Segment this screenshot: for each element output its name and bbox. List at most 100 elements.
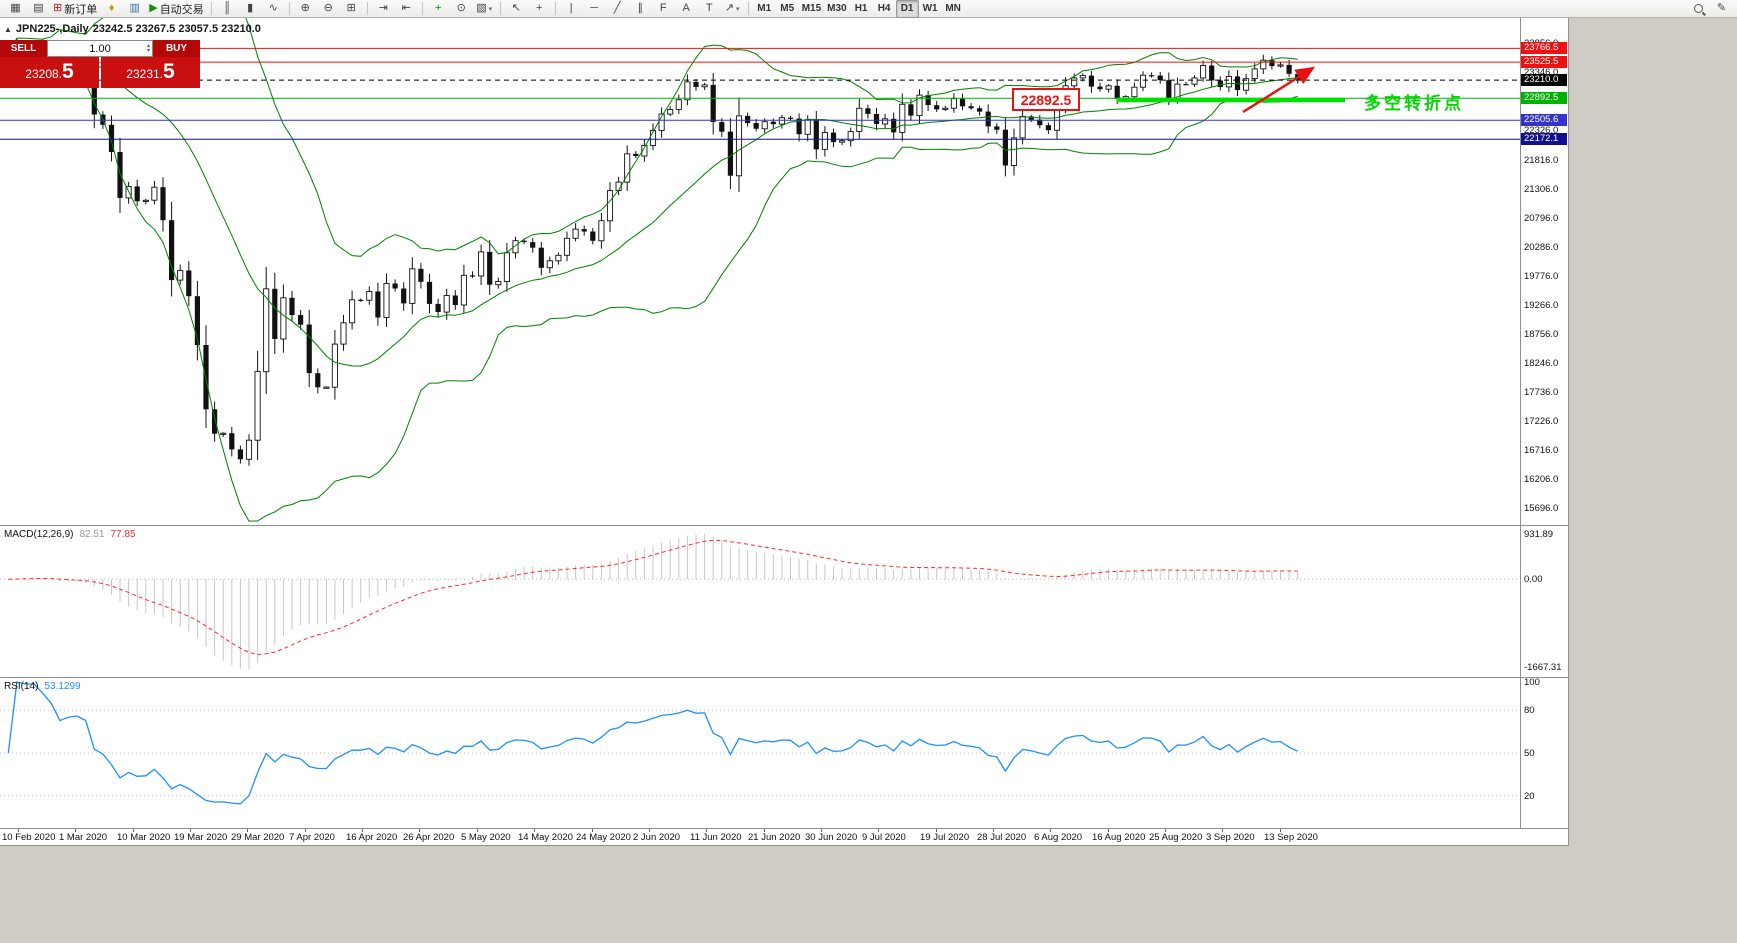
date-tick — [305, 829, 306, 832]
new-order-button[interactable]: ⊞ 新订单 — [50, 0, 100, 18]
price-axis[interactable]: 931.89 0.00 -1667.31 23856.023346.022836… — [1521, 18, 1568, 828]
market-watch-button[interactable]: ▥ — [123, 0, 146, 18]
pane-splitter[interactable] — [0, 677, 1568, 678]
timeframe-label: H4 — [877, 3, 891, 14]
toolbar-separator — [421, 2, 423, 15]
timeframe-label: M15 — [801, 3, 822, 14]
line-chart-button[interactable]: ∿ — [262, 0, 285, 18]
search-icon — [1694, 4, 1703, 13]
tile-windows-button[interactable]: ⊞ — [340, 0, 363, 18]
date-label: 28 Jul 2020 — [977, 832, 1027, 843]
timeframe-m15-button[interactable]: M15 — [799, 0, 824, 18]
timeframe-w1-button[interactable]: W1 — [919, 0, 942, 18]
autotrading-button[interactable]: ▶ 自动交易 — [146, 0, 206, 18]
macd-pane-canvas[interactable] — [0, 526, 1520, 677]
price-scale-label: 16716.0 — [1524, 445, 1559, 456]
sell-button[interactable]: SELL — [0, 40, 47, 57]
date-label: 3 Sep 2020 — [1206, 832, 1255, 843]
candlestick-chart-button[interactable]: ▮ — [239, 0, 262, 18]
date-label: 16 Apr 2020 — [346, 832, 398, 843]
spinner-down-icon[interactable]: ▾ — [146, 47, 150, 54]
quick-edit-button[interactable]: ✎ — [1710, 0, 1733, 18]
macd-indicator-label: MACD(12,26,9) 82.51 77.85 — [4, 529, 136, 540]
periods-button[interactable]: ⊙ — [450, 0, 473, 18]
date-label: 11 Jun 2020 — [690, 832, 742, 843]
timeframe-d1-button[interactable]: D1 — [895, 0, 919, 18]
search-button[interactable] — [1687, 0, 1710, 18]
symbol-marker-icon: ▲ — [4, 24, 12, 34]
date-tick — [1108, 829, 1109, 832]
date-tick — [362, 829, 363, 832]
price-scale-label: 23346.0 — [1524, 67, 1559, 78]
date-tick — [1280, 829, 1281, 832]
date-label: 7 Apr 2020 — [289, 832, 335, 843]
profiles-button[interactable]: ▤ — [27, 0, 50, 18]
buy-price-big-digit: 5 — [163, 60, 175, 83]
timeframe-h4-button[interactable]: H4 — [873, 0, 896, 18]
buy-price-main: 23231. — [126, 67, 163, 81]
date-label: 19 Jul 2020 — [920, 832, 970, 843]
timeframe-label: M30 — [827, 3, 847, 14]
zoom-in-button[interactable]: ⊕ — [294, 0, 317, 18]
volume-input[interactable]: 1.00 ▴ ▾ — [47, 40, 153, 57]
text-icon: A — [682, 2, 690, 14]
toolbar-separator — [210, 2, 212, 15]
date-label: 10 Feb 2020 — [2, 832, 56, 843]
fibonacci-button[interactable]: F — [652, 0, 675, 18]
arrows-button[interactable]: ↗ ▾ — [721, 0, 744, 18]
timeframe-m1-button[interactable]: M1 — [753, 0, 776, 18]
macd-signal-value: 77.85 — [110, 529, 136, 540]
price-tag-23766.5: 23766.5 — [1521, 42, 1567, 54]
date-axis[interactable]: 10 Feb 2020 1 Mar 2020 10 Mar 2020 19 Mar 2… — [0, 828, 1568, 845]
label-button[interactable]: T — [698, 0, 721, 18]
spinner-up-icon[interactable]: ▴ — [146, 42, 150, 49]
toolbar-separator — [288, 2, 290, 15]
autotrading-icon: ▶ — [149, 2, 158, 14]
horizontal-line-button[interactable]: ─ — [583, 0, 606, 18]
date-tick — [706, 829, 707, 832]
main-chart-canvas[interactable] — [0, 18, 1520, 525]
auto-scroll-button[interactable]: ⇥ — [372, 0, 395, 18]
date-tick — [534, 829, 535, 832]
price-scale-label: 18246.0 — [1524, 358, 1559, 369]
text-button[interactable]: A — [675, 0, 698, 18]
timeframe-mn-button[interactable]: MN — [942, 0, 965, 18]
date-tick — [878, 829, 879, 832]
bar-chart-button[interactable]: ║ — [216, 0, 239, 18]
vertical-line-button[interactable]: | — [560, 0, 583, 18]
pane-splitter[interactable] — [0, 525, 1568, 526]
vertical-line-icon: | — [569, 2, 573, 14]
rsi-scale-label: 50 — [1524, 748, 1535, 759]
cursor-button[interactable]: ↖ — [505, 0, 528, 18]
rsi-pane-canvas[interactable] — [0, 678, 1520, 828]
volume-spinner[interactable]: ▴ ▾ — [147, 41, 150, 56]
timeframe-m30-button[interactable]: M30 — [824, 0, 849, 18]
zoom-out-button[interactable]: ⊖ — [317, 0, 340, 18]
timeframe-h1-button[interactable]: H1 — [850, 0, 873, 18]
buy-button[interactable]: BUY — [153, 40, 200, 57]
timeframe-m5-button[interactable]: M5 — [776, 0, 799, 18]
timeframe-label: D1 — [900, 3, 914, 14]
new-chart-button[interactable]: ▦ — [4, 0, 27, 18]
date-tick — [247, 829, 248, 832]
rsi-scale-label: 80 — [1524, 705, 1535, 716]
buy-price-button[interactable]: 23231. 5 — [101, 57, 200, 88]
channel-button[interactable]: ∥ — [629, 0, 652, 18]
workspace: 931.89 0.00 -1667.31 23856.023346.022836… — [0, 18, 1737, 943]
price-scale-label: 21306.0 — [1524, 184, 1559, 195]
price-tag-23210.0: 23210.0 — [1521, 74, 1567, 86]
templates-button[interactable]: ▧ ▾ — [473, 0, 496, 18]
bar-chart-icon: ║ — [223, 2, 232, 14]
date-label: 2 Jun 2020 — [633, 832, 681, 843]
date-tick — [190, 829, 191, 832]
trendline-button[interactable]: ╱ — [606, 0, 629, 18]
chart-ohlc-values: 23242.5 23267.5 23057.5 23210.0 — [92, 23, 261, 35]
chart-shift-button[interactable]: ⇤ — [395, 0, 418, 18]
sell-price-button[interactable]: 23208. 5 — [0, 57, 99, 88]
autotrading-button-label: 自动交易 — [159, 3, 204, 16]
tile-windows-icon: ⊞ — [346, 2, 356, 14]
crosshair-button[interactable]: + — [528, 0, 551, 18]
alerts-button[interactable]: ♦ — [100, 0, 123, 18]
volume-value: 1.00 — [89, 42, 111, 55]
indicators-button[interactable]: + — [427, 0, 450, 18]
